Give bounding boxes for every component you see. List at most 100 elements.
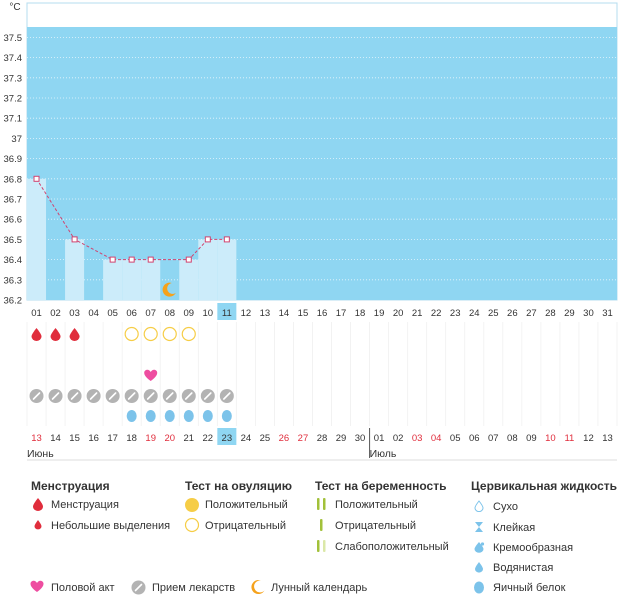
drop-icon bbox=[33, 498, 43, 511]
temperature-point bbox=[109, 256, 116, 263]
menstruation-drop bbox=[69, 328, 80, 341]
y-tick-label: 36.5 bbox=[4, 235, 23, 246]
legend-pregnancy-title: Тест на беременность bbox=[315, 479, 447, 493]
temperature-bar bbox=[141, 259, 161, 300]
calendar-date: 30 bbox=[355, 433, 366, 444]
cervical-egg-white bbox=[164, 410, 175, 422]
calendar-date: 13 bbox=[602, 433, 613, 444]
medication-pill-mark bbox=[70, 392, 79, 400]
creamy-icon bbox=[474, 542, 485, 553]
temperature-point bbox=[185, 256, 192, 263]
intercourse-heart bbox=[144, 369, 158, 381]
heart-icon bbox=[30, 580, 44, 592]
moon-icon bbox=[251, 580, 265, 595]
y-tick-label: 36.8 bbox=[4, 174, 23, 185]
temperature-bar bbox=[27, 178, 47, 300]
day-label: 10 bbox=[203, 308, 214, 319]
day-label: 07 bbox=[145, 308, 156, 319]
small-drop-icon bbox=[34, 520, 42, 530]
month-label: Июль bbox=[370, 448, 397, 460]
medication-pill-mark bbox=[165, 392, 174, 400]
calendar-date: 28 bbox=[317, 433, 328, 444]
temperature-bar bbox=[65, 239, 85, 300]
current-day-highlight bbox=[217, 303, 237, 320]
day-label: 01 bbox=[31, 308, 42, 319]
cervical-egg-white bbox=[145, 410, 156, 422]
medication-pill-mark bbox=[127, 392, 136, 400]
calendar-date: 05 bbox=[450, 433, 461, 444]
y-tick-label: 36.9 bbox=[4, 154, 23, 165]
temperature-point bbox=[33, 175, 40, 182]
y-tick-label: 37.1 bbox=[4, 114, 23, 125]
temperature-bar bbox=[103, 259, 123, 300]
legend-cervical-title: Цервикальная жидкость bbox=[471, 479, 618, 493]
medication-pill-mark bbox=[146, 392, 155, 400]
legend-cervical-watery: Водянистая bbox=[493, 562, 554, 574]
calendar-date: 03 bbox=[412, 433, 423, 444]
temperature-point bbox=[223, 236, 230, 243]
legend-cervical-sticky: Клейкая bbox=[493, 522, 536, 534]
legend-ovulation-title: Тест на овуляцию bbox=[185, 479, 292, 493]
calendar-date: 14 bbox=[50, 433, 61, 444]
dry-icon bbox=[474, 500, 484, 512]
calendar-date: 09 bbox=[526, 433, 537, 444]
calendar-date: 12 bbox=[583, 433, 594, 444]
y-tick-label: 36.2 bbox=[4, 296, 23, 307]
temperature-bar bbox=[217, 239, 237, 300]
cervical-egg-white bbox=[202, 410, 213, 422]
medication-pill-mark bbox=[223, 392, 231, 400]
day-label: 13 bbox=[260, 308, 271, 319]
calendar-date: 08 bbox=[507, 433, 518, 444]
day-label: 26 bbox=[507, 308, 518, 319]
y-tick-label: 36.6 bbox=[4, 215, 23, 226]
day-label: 12 bbox=[241, 308, 252, 319]
y-tick-label: 37.2 bbox=[4, 94, 23, 105]
day-label: 22 bbox=[431, 308, 442, 319]
day-label: 21 bbox=[412, 308, 423, 319]
plot-area bbox=[27, 27, 617, 300]
day-label: 04 bbox=[88, 308, 99, 319]
calendar-date: 29 bbox=[336, 433, 347, 444]
calendar-date: 25 bbox=[260, 433, 271, 444]
y-tick-label: 37.4 bbox=[4, 53, 23, 64]
calendar-date: 07 bbox=[488, 433, 499, 444]
legend-menstruation-title: Менструация bbox=[31, 479, 110, 493]
medication-pill-mark bbox=[204, 392, 212, 400]
day-label: 20 bbox=[393, 308, 404, 319]
ovulation-test-negative bbox=[181, 326, 196, 342]
calendar-date: 24 bbox=[241, 433, 252, 444]
legend-ovulation-negative: Отрицательный bbox=[205, 520, 286, 532]
day-label: 18 bbox=[355, 308, 366, 319]
calendar-date: 15 bbox=[69, 433, 80, 444]
sticky-icon bbox=[475, 522, 483, 532]
today-highlight bbox=[217, 428, 237, 445]
calendar-date: 20 bbox=[164, 433, 175, 444]
day-label: 15 bbox=[298, 308, 309, 319]
day-label: 24 bbox=[469, 308, 480, 319]
legend-intercourse: Половой акт bbox=[51, 582, 115, 594]
legend-cervical-dry: Сухо bbox=[493, 501, 518, 513]
y-tick-label: 37 bbox=[11, 134, 22, 145]
day-label: 23 bbox=[450, 308, 461, 319]
day-label: 27 bbox=[526, 308, 537, 319]
legend-pregnancy-positive: Положительный bbox=[335, 499, 418, 511]
temperature-bar bbox=[179, 259, 199, 300]
y-tick-label: 37.5 bbox=[4, 33, 23, 44]
calendar-date: 13 bbox=[31, 433, 42, 444]
moon-icon bbox=[162, 282, 176, 297]
medication-pill-mark bbox=[32, 392, 41, 400]
menstruation-drop bbox=[50, 328, 61, 341]
medication-pill-mark bbox=[51, 392, 60, 400]
day-label: 25 bbox=[488, 308, 499, 319]
calendar-date: 18 bbox=[126, 433, 137, 444]
pregnancy-negative-icon bbox=[320, 519, 323, 531]
day-label: 29 bbox=[564, 308, 575, 319]
legend-medication: Прием лекарств bbox=[152, 582, 236, 594]
day-label: 05 bbox=[107, 308, 118, 319]
temperature-point bbox=[147, 256, 154, 263]
legend-lunar-calendar: Лунный календарь bbox=[271, 582, 368, 594]
y-tick-label: 36.4 bbox=[4, 255, 23, 266]
calendar-date: 17 bbox=[107, 433, 118, 444]
legend-menstruation-item: Менструация bbox=[51, 499, 119, 511]
day-label: 19 bbox=[374, 308, 385, 319]
